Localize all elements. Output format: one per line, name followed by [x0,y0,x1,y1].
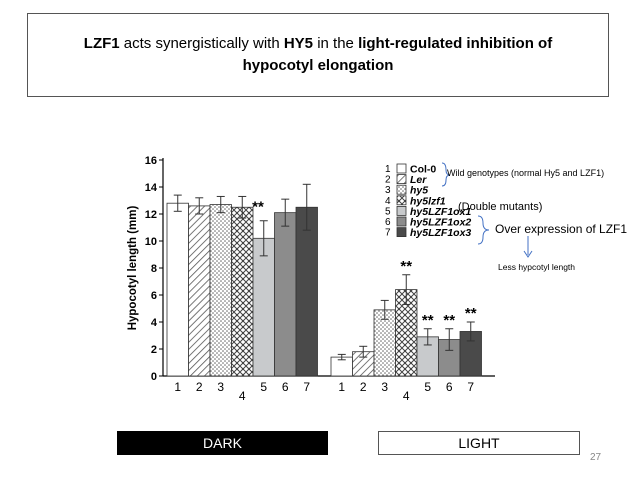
bar-number-label: 1 [338,380,345,394]
light-condition-label: LIGHT [378,431,580,455]
legend-number: 5 [385,206,391,217]
y-tick-label: 12 [145,209,157,221]
y-tick-label: 10 [145,236,157,248]
legend-label: hy5LZF1ox2 [410,217,471,229]
arrow-head [523,250,533,258]
y-tick-label: 8 [151,263,157,275]
bracket-overexpression [477,215,490,245]
bar-number-label: 2 [196,380,203,394]
legend-swatch [396,195,407,206]
bar-number-label: 6 [282,380,289,394]
bar-dark-3 [209,204,232,377]
annotation-wild-genotypes: Wild genotypes (normal Hy5 and LZF1) [447,168,605,178]
title-light-regulated: light-regulated inhibition of hypocotyl … [242,35,553,74]
bar-number-label: 5 [424,380,431,394]
title-lzf1: LZF1 [83,35,120,52]
legend-swatch [396,174,407,185]
legend-number: 3 [385,185,391,196]
legend-number: 1 [385,164,391,175]
significance-stars: ** [400,258,412,275]
legend-label: hy5LZF1ox3 [410,227,471,239]
bar-number-label: 1 [174,380,181,394]
y-tick-label: 2 [151,344,157,356]
y-tick-label: 0 [151,371,157,383]
significance-stars: ** [465,305,477,322]
y-tick-label: 16 [145,155,157,167]
legend-number: 6 [385,217,391,228]
legend-label: hy5lzf1 [410,195,446,207]
y-axis-title: Hypocotyl length (mm) [127,206,139,331]
legend-label: Ler [410,174,427,186]
bracket-wild-genotypes [441,162,451,187]
bar-dark-6 [274,212,297,377]
legend-label: hy5 [410,185,428,197]
bar-dark-7 [295,206,318,377]
bar-number-label: 5 [260,380,267,394]
bar-number-label: 4 [403,389,410,403]
legend-number: 4 [385,196,391,207]
bar-dark-1 [166,202,189,377]
significance-stars: ** [443,312,455,329]
legend-swatch [396,216,407,227]
significance-stars: ** [422,312,434,329]
title-text-1: acts synergistically with [119,35,284,52]
bar-number-label: 7 [303,380,310,394]
title-text-2: in the [313,35,359,52]
legend-swatch [396,163,407,174]
bar-dark-5 [252,237,275,377]
bar-dark-4 [231,206,254,377]
bar-number-label: 3 [217,380,224,394]
y-tick-label: 14 [145,182,158,194]
annotation-less-hypocotyl: Less hypcotyl length [498,262,576,272]
bar-number-label: 2 [360,380,367,394]
legend-swatch [396,227,407,238]
title-hy5: HY5 [283,35,314,52]
bar-number-label: 7 [467,380,474,394]
annotation-overexpression: Over expression of LZF1 [495,222,628,236]
legend-label: hy5LZF1ox1 [410,206,471,218]
legend-number: 2 [385,175,391,186]
dark-condition-label: DARK [117,431,328,455]
bar-number-label: 3 [381,380,388,394]
y-tick-label: 6 [151,290,157,302]
page-number: 27 [590,452,602,463]
bar-number-label: 4 [239,389,246,403]
legend-swatch [396,184,407,195]
significance-stars: ** [252,198,264,215]
y-tick-label: 4 [151,317,158,329]
bar-number-label: 6 [446,380,453,394]
legend-swatch [396,205,407,216]
bar-dark-2 [188,205,211,377]
annotation-double-mutants: (Double mutants) [458,201,543,213]
legend-number: 7 [385,228,391,239]
legend-label: Col-0 [410,164,436,176]
slide-title: LZF1 acts synergistically with HY5 in th… [27,13,609,97]
